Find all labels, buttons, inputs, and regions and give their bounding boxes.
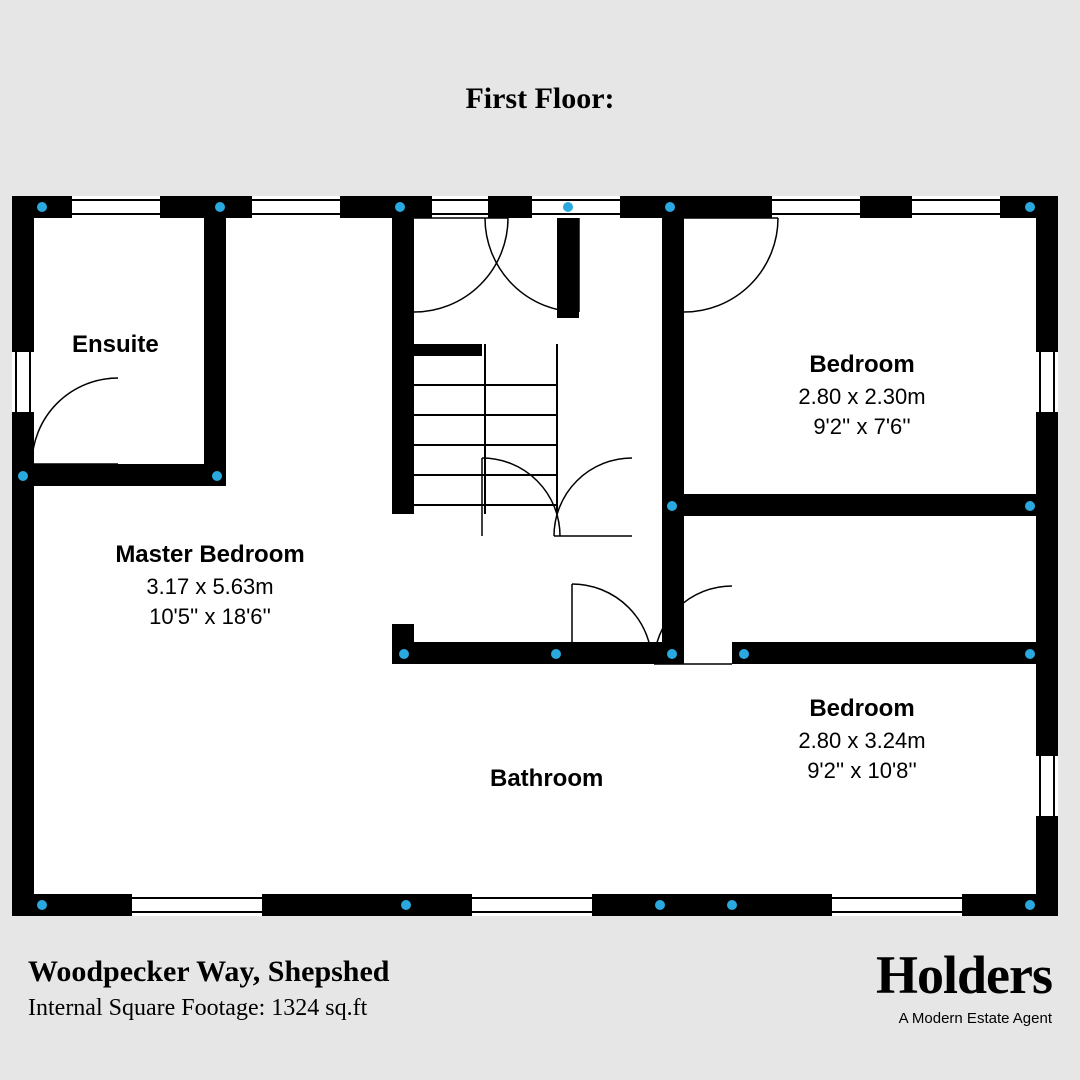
page-title: First Floor: xyxy=(0,0,1080,116)
svg-text:3.17 x 5.63m: 3.17 x 5.63m xyxy=(146,574,273,599)
brand-tagline: A Modern Estate Agent xyxy=(876,1006,1052,1027)
square-footage: Internal Square Footage: 1324 sq.ft xyxy=(28,989,390,1022)
svg-text:9'2'' x 7'6'': 9'2'' x 7'6'' xyxy=(813,414,910,439)
svg-text:Bedroom: Bedroom xyxy=(809,695,914,722)
svg-text:Bedroom: Bedroom xyxy=(809,351,914,378)
brand-name: Holders xyxy=(876,944,1052,1006)
address-line: Woodpecker Way, Shepshed xyxy=(28,955,390,989)
svg-text:9'2'' x 10'8'': 9'2'' x 10'8'' xyxy=(807,758,917,783)
brand-logo: Holders A Modern Estate Agent xyxy=(876,944,1052,1027)
svg-text:Ensuite: Ensuite xyxy=(72,331,159,358)
floorplan: Ensuite Master Bedroom 3.17 x 5.63m 10'5'' … xyxy=(12,196,1058,921)
svg-text:10'5'' x 18'6'': 10'5'' x 18'6'' xyxy=(149,604,271,629)
svg-text:Master Bedroom: Master Bedroom xyxy=(115,541,304,568)
svg-text:Bathroom: Bathroom xyxy=(490,765,603,792)
svg-text:2.80 x 3.24m: 2.80 x 3.24m xyxy=(798,728,925,753)
svg-text:2.80 x 2.30m: 2.80 x 2.30m xyxy=(798,384,925,409)
